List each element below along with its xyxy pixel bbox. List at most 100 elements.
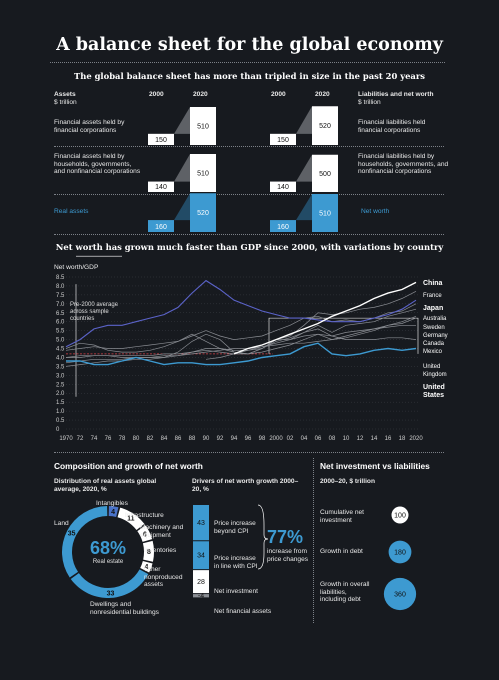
liabilities-heading: Liabilities and net worth bbox=[358, 91, 434, 98]
x-tick-label: 16 bbox=[385, 436, 392, 442]
value-label: 150 bbox=[277, 137, 289, 144]
year-2000-right: 2000 bbox=[271, 91, 286, 98]
x-tick-label: 12 bbox=[357, 436, 364, 442]
driver-bar-3 bbox=[193, 570, 209, 594]
donut-slice-5 bbox=[140, 561, 153, 573]
country-label: Japan bbox=[423, 305, 443, 312]
x-tick-label: 18 bbox=[399, 436, 406, 442]
donut-slice-1 bbox=[108, 506, 119, 517]
donut-slice-3 bbox=[137, 525, 153, 542]
label-land: Land bbox=[54, 520, 69, 527]
driver-value: 28 bbox=[197, 579, 205, 586]
slice-value: 4 bbox=[111, 509, 115, 516]
networth-title: Net worth has grown much faster than GDP… bbox=[55, 242, 444, 252]
bar-asset-2020-row3 bbox=[190, 193, 216, 232]
bar-asset-2000-row1 bbox=[148, 133, 174, 145]
networth-line-chart: 0 0.5 1.0 1.5 2.0 2.5 3.0 3.5 4.0 4.5 5.0 5.5 6.0 6.5… bbox=[56, 255, 448, 442]
assets-heading: Assets bbox=[54, 91, 76, 98]
bubble-3 bbox=[383, 577, 417, 611]
y-tick-label: 8.5 bbox=[56, 275, 65, 281]
x-tick-label: 98 bbox=[259, 436, 266, 442]
country-label: States bbox=[423, 392, 444, 399]
bubble-2 bbox=[388, 540, 412, 564]
bar-liab-2000-row3 bbox=[270, 220, 296, 232]
driver-value: 34 bbox=[197, 553, 205, 560]
series-line-mexico bbox=[205, 324, 416, 360]
row2-right-label: Financial liabilities held by households… bbox=[358, 153, 449, 176]
country-label: Sweden bbox=[423, 325, 445, 331]
y-tick-label: 7.5 bbox=[56, 293, 65, 299]
y-tick-label: 3.0 bbox=[56, 373, 65, 379]
y-tick-label: 8.0 bbox=[56, 284, 65, 290]
donut-center-label: Real estate bbox=[92, 559, 124, 565]
driver-label-3: Net investment bbox=[214, 588, 258, 595]
column-divider bbox=[313, 458, 314, 623]
post2000-bracket bbox=[268, 317, 419, 354]
balance-divider-1 bbox=[54, 146, 444, 147]
bubble-value: 100 bbox=[394, 513, 406, 520]
y-tick-label: 1.0 bbox=[56, 409, 65, 415]
country-label: China bbox=[423, 280, 443, 287]
donut-slice-6 bbox=[70, 569, 149, 598]
country-label: Kingdom bbox=[423, 372, 447, 378]
y-tick-label: 2.5 bbox=[56, 382, 65, 388]
price-share-value: 77% bbox=[267, 527, 304, 547]
networth-axis-label: Net worth/GDP bbox=[54, 264, 99, 271]
pre2000-avg-note: Pre-2000 average across sample countries bbox=[70, 302, 119, 322]
x-tick-label: 96 bbox=[245, 436, 252, 442]
bar-asset-2020-row1 bbox=[190, 107, 216, 145]
bar-asset-2000-row3 bbox=[148, 220, 174, 232]
bubble-value: 360 bbox=[394, 592, 406, 599]
netinv-label-3: Growth in overall liabilities, including… bbox=[320, 581, 370, 604]
value-label: 140 bbox=[155, 184, 167, 191]
growth-connector-row3 bbox=[296, 194, 312, 221]
value-label: 520 bbox=[197, 210, 209, 217]
driver-bar-2 bbox=[193, 541, 209, 570]
year-2020-left: 2020 bbox=[193, 91, 208, 98]
balance-sheet-bars: 150 510 150 520 140 510 140 500 160 520 160 510 bbox=[148, 106, 338, 232]
y-tick-label: 7.0 bbox=[56, 302, 65, 308]
country-label: United bbox=[423, 364, 440, 370]
price-bracket bbox=[257, 504, 269, 570]
x-tick-label: 86 bbox=[175, 436, 182, 442]
growth-connector-row2 bbox=[174, 154, 190, 182]
country-label: France bbox=[423, 293, 442, 299]
y-tick-label: 2.0 bbox=[56, 391, 65, 397]
value-label: 510 bbox=[319, 211, 331, 218]
bubble-value: 180 bbox=[394, 550, 406, 557]
series-line-china bbox=[233, 281, 417, 355]
growth-connector-row2 bbox=[296, 154, 312, 182]
netinv-subtitle: 2000–20, $ trillion bbox=[320, 478, 375, 485]
growth-connector-row1 bbox=[174, 107, 190, 134]
label-inventories: Inventories bbox=[144, 547, 177, 554]
price-share-label: increase from price changes bbox=[267, 548, 309, 563]
y-tick-label: 5.5 bbox=[56, 329, 65, 335]
donut-slice-2 bbox=[117, 507, 145, 530]
value-label: 510 bbox=[197, 124, 209, 131]
slice-value: 8 bbox=[147, 549, 151, 556]
donut-slice-4 bbox=[142, 540, 154, 562]
x-tick-label: 90 bbox=[203, 436, 210, 442]
x-tick-label: 2020 bbox=[409, 436, 423, 442]
y-tick-label: 1.5 bbox=[56, 400, 65, 406]
row2-left-label: Financial assets held by households, gov… bbox=[54, 153, 141, 176]
y-tick-label: 4.5 bbox=[56, 347, 65, 353]
x-tick-label: 02 bbox=[287, 436, 294, 442]
x-tick-label: 06 bbox=[315, 436, 322, 442]
growth-connector-row3 bbox=[174, 193, 190, 221]
country-label: Germany bbox=[423, 333, 448, 339]
bar-asset-2020-row2 bbox=[190, 154, 216, 192]
x-tick-label: 76 bbox=[105, 436, 112, 442]
row3-right-label: Net worth bbox=[361, 208, 390, 215]
balance-subtitle: The global balance sheet has more than t… bbox=[74, 71, 425, 81]
y-tick-label: 6.5 bbox=[56, 311, 65, 317]
bubble-1 bbox=[391, 506, 409, 524]
year-2000-left: 2000 bbox=[149, 91, 164, 98]
donut-center-value: 68% bbox=[89, 538, 127, 558]
series-line-canada bbox=[66, 317, 417, 358]
label-infrastructure: Infrastructure bbox=[125, 512, 164, 519]
value-label: 160 bbox=[155, 224, 167, 231]
year-2020-right: 2020 bbox=[315, 91, 330, 98]
value-label: 510 bbox=[197, 171, 209, 178]
